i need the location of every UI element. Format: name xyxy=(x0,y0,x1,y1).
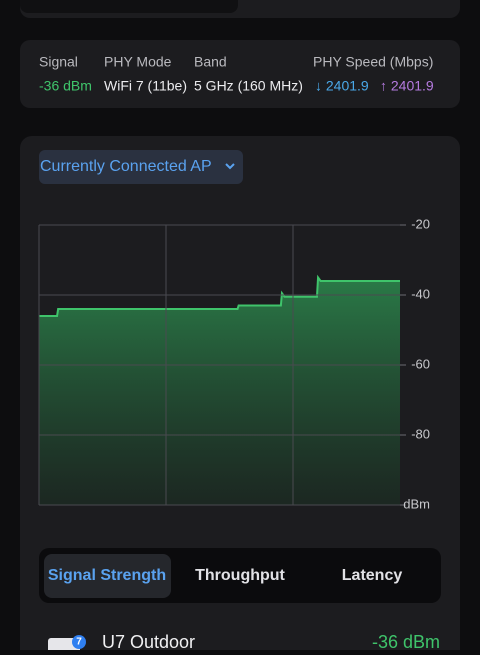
band-value: 5 GHz (160 MHz) xyxy=(194,78,303,94)
y-tick-label: dBm xyxy=(403,496,430,511)
device-name[interactable]: U7 Outdoor xyxy=(102,632,195,652)
info-header: PHY Speed (Mbps) xyxy=(313,54,433,70)
phy-mode-value: WiFi 7 (11be) xyxy=(104,78,187,94)
speed-down: ↓ 2401.9 xyxy=(315,78,369,94)
info-header: Band xyxy=(194,54,227,70)
y-tick-label: -20 xyxy=(411,216,430,231)
tab[interactable]: Latency xyxy=(342,567,403,584)
top-button[interactable] xyxy=(20,0,238,13)
dropdown[interactable] xyxy=(39,150,243,184)
badge-text: 7 xyxy=(76,637,82,648)
tab[interactable]: Signal Strength xyxy=(48,567,166,584)
area-fill xyxy=(39,277,400,505)
info-header: Signal xyxy=(39,54,78,70)
y-tick-label: -60 xyxy=(411,356,430,371)
info-card xyxy=(20,40,460,108)
y-tick-label: -40 xyxy=(411,286,430,301)
speed-up: ↑ 2401.9 xyxy=(380,78,434,94)
signal-line xyxy=(39,274,400,317)
badge xyxy=(72,635,86,649)
y-tick-label: -80 xyxy=(411,426,430,441)
tab-active-bg xyxy=(44,554,171,598)
signal-value: -36 dBm xyxy=(39,78,92,94)
tab[interactable]: Throughput xyxy=(195,567,285,584)
dropdown-chevron xyxy=(225,163,235,170)
info-header: PHY Mode xyxy=(104,54,172,70)
dropdown-label: Currently Connected AP xyxy=(40,158,212,175)
device-signal: -36 dBm xyxy=(372,632,440,650)
plot: -20 -40 -60 -80 dBm xyxy=(38,216,430,511)
